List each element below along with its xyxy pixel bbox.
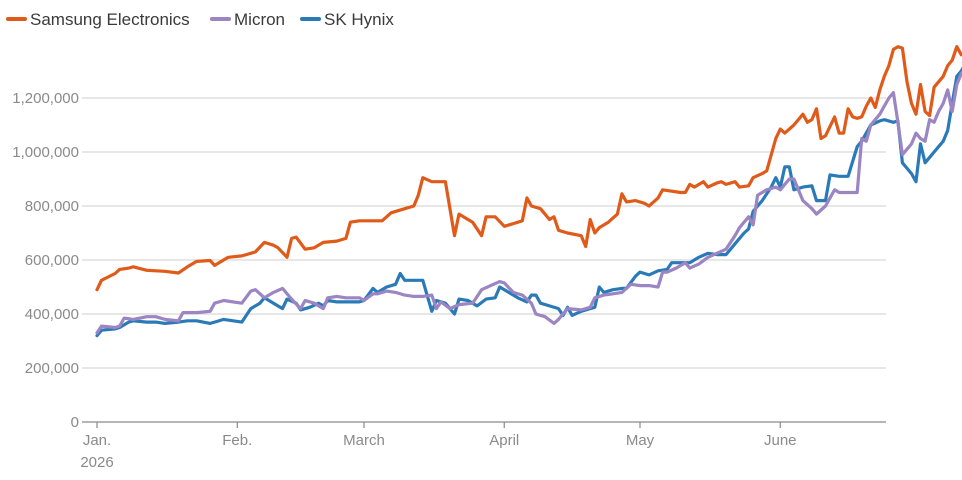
y-tick-label: 600,000 <box>25 252 79 269</box>
series-layer <box>95 45 962 338</box>
gridlines <box>82 97 886 369</box>
legend-label-sk-hynix: SK Hynix <box>324 10 394 29</box>
y-tick-label: 1,000,000 <box>12 144 79 161</box>
x-axis: Jan. 2026 Feb. March April May June <box>80 421 886 471</box>
x-tick-label-jan: Jan. <box>83 432 111 449</box>
x-tick-label-feb: Feb. <box>222 432 252 449</box>
legend: Samsung Electronics Micron SK Hynix <box>6 10 394 29</box>
legend-item-micron: Micron <box>210 10 285 29</box>
x-tick-label-may: May <box>626 432 655 449</box>
x-tick-sublabel: 2026 <box>80 454 113 471</box>
x-tick-label-june: June <box>764 432 797 449</box>
legend-item-sk-hynix: SK Hynix <box>300 10 394 29</box>
series-line-samsung-electronics <box>95 45 962 292</box>
y-tick-label: 1,200,000 <box>12 90 79 107</box>
legend-item-samsung-electronics: Samsung Electronics <box>6 10 190 29</box>
x-tick-label-april: April <box>489 432 519 449</box>
x-tick-label-march: March <box>343 432 385 449</box>
series-line-micron <box>95 70 962 335</box>
legend-label-samsung-electronics: Samsung Electronics <box>30 10 190 29</box>
y-tick-label: 400,000 <box>25 306 79 323</box>
y-tick-label: 800,000 <box>25 198 79 215</box>
y-axis: 0 200,000 400,000 600,000 800,000 1,000,000 1,… <box>12 90 79 431</box>
legend-label-micron: Micron <box>234 10 285 29</box>
y-tick-label: 200,000 <box>25 360 79 377</box>
y-tick-label: 0 <box>71 414 79 431</box>
